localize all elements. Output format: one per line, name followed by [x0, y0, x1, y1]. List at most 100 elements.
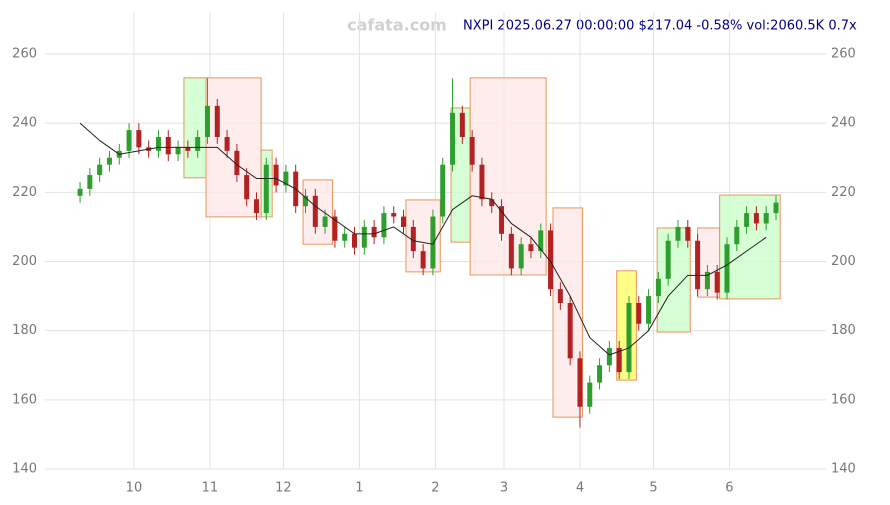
- candle-body: [371, 226, 377, 238]
- candle-body: [87, 175, 93, 189]
- candle-body: [322, 216, 328, 227]
- candle-body: [665, 240, 671, 279]
- candle-body: [283, 171, 289, 186]
- candle-body: [77, 188, 83, 196]
- x-tick-label: 11: [202, 481, 219, 496]
- candle-body: [528, 244, 534, 252]
- candle-body: [773, 202, 779, 214]
- candle-body: [646, 296, 652, 324]
- candle-body: [214, 105, 220, 137]
- candle-body: [499, 206, 505, 234]
- moving-average: [79, 122, 767, 356]
- y-tick-label-right: 140: [831, 462, 856, 477]
- candle-body: [185, 147, 191, 151]
- candle-body: [391, 213, 397, 217]
- x-tick-label: 10: [126, 481, 143, 496]
- y-tick-label-right: 160: [831, 392, 856, 407]
- candle-body: [420, 251, 426, 269]
- candle-body: [626, 303, 632, 373]
- candle-body: [714, 271, 720, 293]
- candle-body: [508, 233, 514, 269]
- x-tick-label: 3: [500, 481, 508, 496]
- candle-body: [312, 195, 318, 227]
- candle-body: [685, 226, 691, 241]
- candle-body: [244, 175, 250, 200]
- candle-body: [518, 244, 524, 269]
- y-tick-label: 140: [12, 462, 37, 477]
- zone: [719, 194, 781, 300]
- x-tick-label: 2: [431, 481, 439, 496]
- chart-title: NXPI 2025.06.27 00:00:00 $217.04 -0.58% …: [463, 19, 857, 34]
- candle-body: [459, 112, 465, 137]
- candle-body: [302, 195, 308, 207]
- y-tick-label-right: 220: [831, 185, 856, 200]
- candle-body: [753, 213, 759, 224]
- candle-body: [401, 216, 407, 227]
- y-tick-label: 180: [12, 323, 37, 338]
- y-tick-label-right: 180: [831, 323, 856, 338]
- candle-body: [224, 137, 230, 151]
- candle-body: [469, 137, 475, 165]
- candle-body: [587, 382, 593, 407]
- x-tick-label: 5: [649, 481, 657, 496]
- candle-body: [655, 278, 661, 297]
- candle-body: [342, 233, 348, 241]
- candle-body: [97, 164, 103, 176]
- y-tick-label-right: 200: [831, 254, 856, 269]
- y-tick-label: 260: [12, 47, 37, 62]
- candle-body: [165, 137, 171, 155]
- candle-body: [332, 216, 338, 241]
- candle-body: [126, 130, 132, 151]
- candle-body: [136, 130, 142, 148]
- candle-body: [744, 213, 750, 227]
- candle-body: [489, 199, 495, 207]
- candle-body: [704, 271, 710, 290]
- candle-body: [175, 147, 181, 155]
- candle-body: [675, 226, 681, 241]
- candle-body: [450, 112, 456, 165]
- candle-body: [430, 216, 436, 269]
- watermark: cafata.com: [347, 16, 447, 35]
- candle-body: [567, 303, 573, 359]
- candle-body: [155, 137, 161, 151]
- candle-body: [548, 230, 554, 290]
- candle-body: [361, 226, 367, 248]
- candle-body: [597, 365, 603, 383]
- candle-body: [538, 230, 544, 252]
- x-tick-label: 1: [355, 481, 363, 496]
- candle-body: [106, 157, 112, 165]
- candle-body: [195, 137, 201, 151]
- candle-body: [204, 105, 210, 137]
- zone: [656, 227, 691, 333]
- candle-body: [410, 226, 416, 252]
- candle-body: [381, 213, 387, 238]
- y-tick-label: 200: [12, 254, 37, 269]
- y-tick-label: 220: [12, 185, 37, 200]
- candle-body: [734, 226, 740, 245]
- x-tick-label: 6: [725, 481, 733, 496]
- y-tick-label: 160: [12, 392, 37, 407]
- candle-body: [479, 164, 485, 200]
- candle-body: [263, 164, 269, 214]
- candle-body: [616, 347, 622, 373]
- candle-body: [636, 303, 642, 324]
- candle-body: [763, 213, 769, 224]
- candle-body: [234, 150, 240, 176]
- candle-body: [577, 358, 583, 407]
- candle-body: [695, 240, 701, 290]
- y-tick-label-right: 260: [831, 47, 856, 62]
- y-tick-label-right: 240: [831, 116, 856, 131]
- zone: [469, 77, 547, 276]
- candle-body: [557, 289, 563, 303]
- candle-body: [273, 164, 279, 186]
- candle-body: [352, 233, 358, 248]
- y-tick-label: 240: [12, 116, 37, 131]
- candle-body: [606, 347, 612, 366]
- candle-body: [440, 164, 446, 217]
- x-tick-label: 12: [275, 481, 292, 496]
- candle-body: [724, 244, 730, 293]
- zone: [183, 77, 207, 179]
- plot: 140 140 160 160 180 180 200 200 220 220 240 240 260 2…: [12, 12, 856, 496]
- candle-body: [253, 199, 259, 214]
